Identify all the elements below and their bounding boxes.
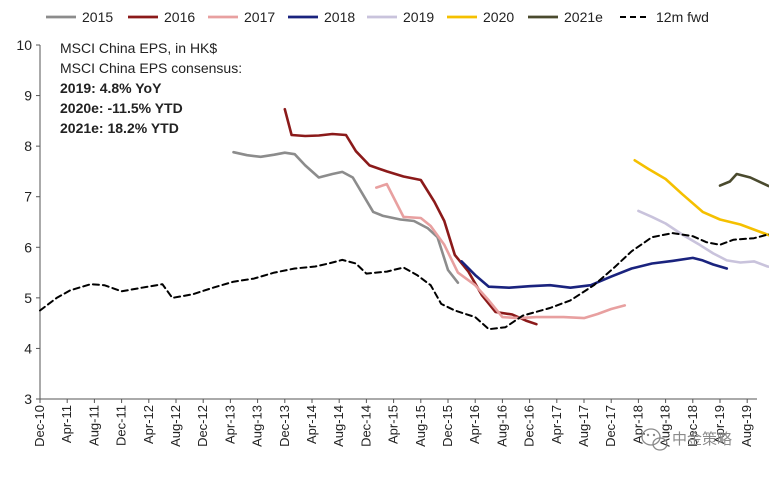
series-line-12m-fwd <box>39 232 769 331</box>
legend-label: 2020 <box>483 9 514 25</box>
watermark-text: 中金策略 <box>672 431 732 448</box>
x-tick-label: Dec-12 <box>195 405 210 447</box>
x-tick-label: Dec-16 <box>522 405 537 447</box>
series-line-2021e <box>718 172 769 188</box>
y-tick-label: 7 <box>24 189 32 205</box>
x-tick-label: Aug-15 <box>413 405 428 447</box>
y-tick-label: 6 <box>24 239 32 255</box>
axes: 3 4 5 6 7 8 9 10 Dec-10 Apr-11 Aug-11 Dec-11 Apr-12 A… <box>16 37 769 447</box>
x-tick-label: Dec-13 <box>277 405 292 447</box>
x-tick-label: Apr-14 <box>304 405 319 444</box>
series-line-2016 <box>283 107 538 326</box>
legend: 2015 2016 2017 2018 2019 2020 2021e 12m fwd <box>46 9 709 25</box>
y-tick-label: 5 <box>24 290 32 306</box>
x-tick-label: Apr-19 <box>712 405 727 444</box>
series-line-2017 <box>374 182 627 320</box>
x-tick-label: Dec-14 <box>358 405 373 447</box>
series-line-2018 <box>460 256 729 290</box>
legend-label: 2016 <box>164 9 195 25</box>
annotation-line: MSCI China EPS, in HK$ <box>60 40 217 56</box>
legend-label: 2017 <box>244 9 275 25</box>
series-line-2015 <box>232 150 460 285</box>
x-tick-label: Aug-17 <box>576 405 591 447</box>
x-tick-label: Aug-11 <box>86 405 101 446</box>
y-tick-label: 3 <box>24 391 32 407</box>
x-tick-label: Apr-12 <box>141 405 156 444</box>
series-line-2020 <box>633 159 769 237</box>
annotation-box: MSCI China EPS, in HK$ MSCI China EPS con… <box>60 40 242 136</box>
annotation-line: 2019: 4.8% YoY <box>60 80 162 96</box>
x-tick-label: Aug-13 <box>250 405 265 447</box>
y-tick-label: 4 <box>24 340 32 356</box>
legend-label: 12m fwd <box>656 9 709 25</box>
y-tick-label: 9 <box>24 88 32 104</box>
x-tick-label: Dec-15 <box>440 405 455 447</box>
x-tick-label: Apr-17 <box>549 405 564 444</box>
legend-label: 2019 <box>403 9 434 25</box>
legend-label: 2015 <box>82 9 113 25</box>
x-tick-label: Apr-13 <box>222 405 237 444</box>
y-tick-label: 10 <box>16 37 32 53</box>
y-tick-label: 8 <box>24 138 32 154</box>
legend-label: 2018 <box>324 9 355 25</box>
wechat-logo-icon <box>641 428 668 451</box>
x-tick-label: Dec-17 <box>603 405 618 447</box>
annotation-line: 2020e: -11.5% YTD <box>60 100 183 116</box>
series-lines <box>39 107 769 331</box>
x-tick-label: Dec-10 <box>32 405 47 447</box>
x-tick-label: Apr-15 <box>386 405 401 444</box>
x-tick-label: Apr-18 <box>630 405 645 444</box>
x-tick-label: Dec-18 <box>685 405 700 447</box>
series-line-2019 <box>637 209 769 269</box>
x-tick-label: Dec-19 <box>766 405 769 447</box>
legend-label: 2021e <box>564 9 603 25</box>
x-tick-label: Apr-11 <box>59 405 74 443</box>
x-tick-label: Aug-14 <box>331 405 346 447</box>
x-tick-label: Dec-11 <box>114 405 129 446</box>
annotation-line: MSCI China EPS consensus: <box>60 60 242 76</box>
x-tick-label: Aug-18 <box>658 405 673 447</box>
x-tick-label: Aug-12 <box>168 405 183 447</box>
x-tick-label: Aug-16 <box>494 405 509 447</box>
x-tick-label: Apr-16 <box>467 405 482 444</box>
watermark: 中金策略 <box>641 428 732 451</box>
x-tick-label: Aug-19 <box>739 405 754 447</box>
annotation-line: 2021e: 18.2% YTD <box>60 120 179 136</box>
